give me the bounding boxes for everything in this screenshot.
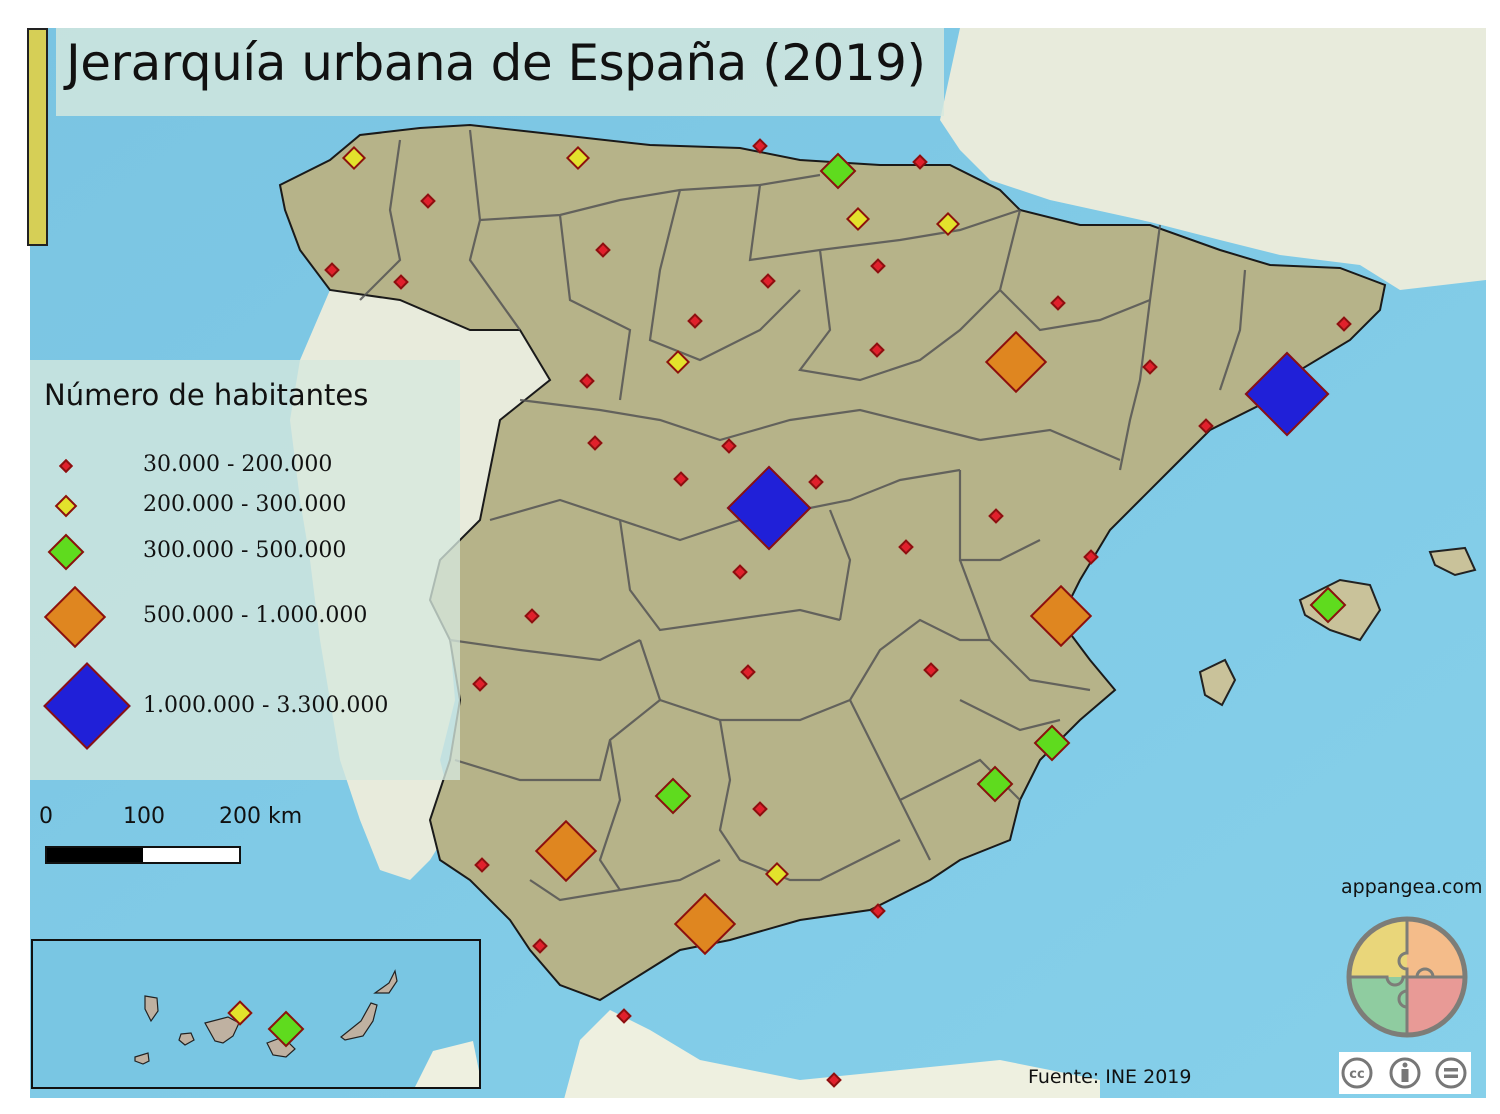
legend-label: 300.000 - 500.000	[143, 538, 347, 563]
cc-icon: cc	[1341, 1057, 1373, 1089]
legend-item-5: 1.000.000 - 3.300.000	[30, 662, 460, 750]
svg-text:cc: cc	[1349, 1067, 1364, 1082]
map-title: Jerarquía urbana de España (2019)	[66, 34, 926, 92]
france-land	[940, 28, 1486, 290]
map-canvas	[30, 28, 1486, 1098]
orange-diamond-icon	[43, 585, 107, 649]
scale-label-100: 100	[123, 804, 165, 829]
scale-label-200: 200 km	[219, 804, 303, 829]
legend-item-4: 500.000 - 1.000.000	[30, 585, 460, 649]
scale-bar: 0 100 200 km	[36, 800, 302, 870]
credit-text: appangea.com	[1341, 876, 1483, 898]
canary-islands-map	[134, 969, 479, 1087]
source-text: Fuente: INE 2019	[1028, 1066, 1192, 1088]
appangea-puzzle-logo-icon	[1346, 916, 1468, 1038]
africa-land	[564, 1010, 1100, 1098]
yellow-diamond-icon	[54, 494, 78, 518]
ibiza	[1198, 658, 1237, 707]
canary-islands-inset	[31, 939, 481, 1089]
scale-label-0: 0	[39, 804, 53, 829]
legend-label: 500.000 - 1.000.000	[143, 603, 368, 628]
province-boundaries	[359, 129, 1247, 902]
map-basemap	[30, 28, 1486, 1098]
blue-diamond-icon	[43, 662, 131, 750]
title-accent-bar	[27, 28, 48, 246]
legend-item-2: 200.000 - 300.000	[30, 488, 460, 528]
cc-license-badge[interactable]: cc	[1339, 1052, 1471, 1094]
no-derivatives-icon	[1435, 1057, 1467, 1089]
attribution-icon	[1389, 1057, 1421, 1089]
small-red-diamond-icon	[58, 458, 74, 474]
scale-bar-graphic	[45, 846, 241, 864]
legend-label: 30.000 - 200.000	[143, 452, 333, 477]
legend-title: Número de habitantes	[44, 378, 369, 412]
legend-panel: Número de habitantes 30.000 - 200.000 20…	[30, 360, 460, 780]
legend-item-3: 300.000 - 500.000	[30, 533, 460, 574]
menorca	[1428, 546, 1477, 577]
legend-label: 200.000 - 300.000	[143, 492, 347, 517]
legend-item-1: 30.000 - 200.000	[30, 448, 460, 488]
green-diamond-icon	[47, 533, 85, 571]
legend-label: 1.000.000 - 3.300.000	[143, 693, 389, 718]
title-panel: Jerarquía urbana de España (2019)	[56, 28, 944, 116]
